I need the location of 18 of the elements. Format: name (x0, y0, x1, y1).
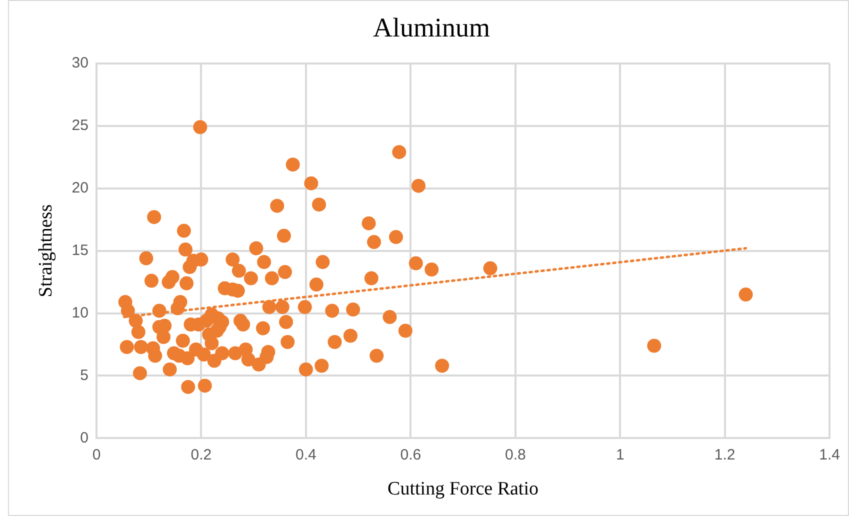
y-tick-label: 30 (72, 54, 88, 72)
x-tick-label: 1.2 (714, 446, 736, 464)
y-tick-label: 20 (72, 179, 88, 196)
y-tick-label: 0 (80, 429, 88, 446)
x-tick-label: 1 (616, 446, 624, 464)
x-axis-title: Cutting Force Ratio (388, 478, 538, 500)
x-tick-label: 1.4 (819, 446, 840, 464)
x-tick-label: 0.2 (190, 446, 212, 464)
chart-title: Aluminum (372, 12, 490, 42)
y-tick-label: 25 (72, 117, 88, 134)
y-axis-title: Straightness (35, 204, 56, 298)
x-tick-label: 0 (92, 446, 101, 464)
x-tick-label: 0.4 (296, 446, 316, 464)
y-tick-label: 5 (80, 366, 88, 384)
y-tick-label: 15 (72, 242, 88, 259)
x-tick-label: 0.8 (504, 446, 526, 464)
x-tick-label: 0.6 (400, 446, 422, 464)
y-tick-label: 10 (72, 304, 88, 322)
